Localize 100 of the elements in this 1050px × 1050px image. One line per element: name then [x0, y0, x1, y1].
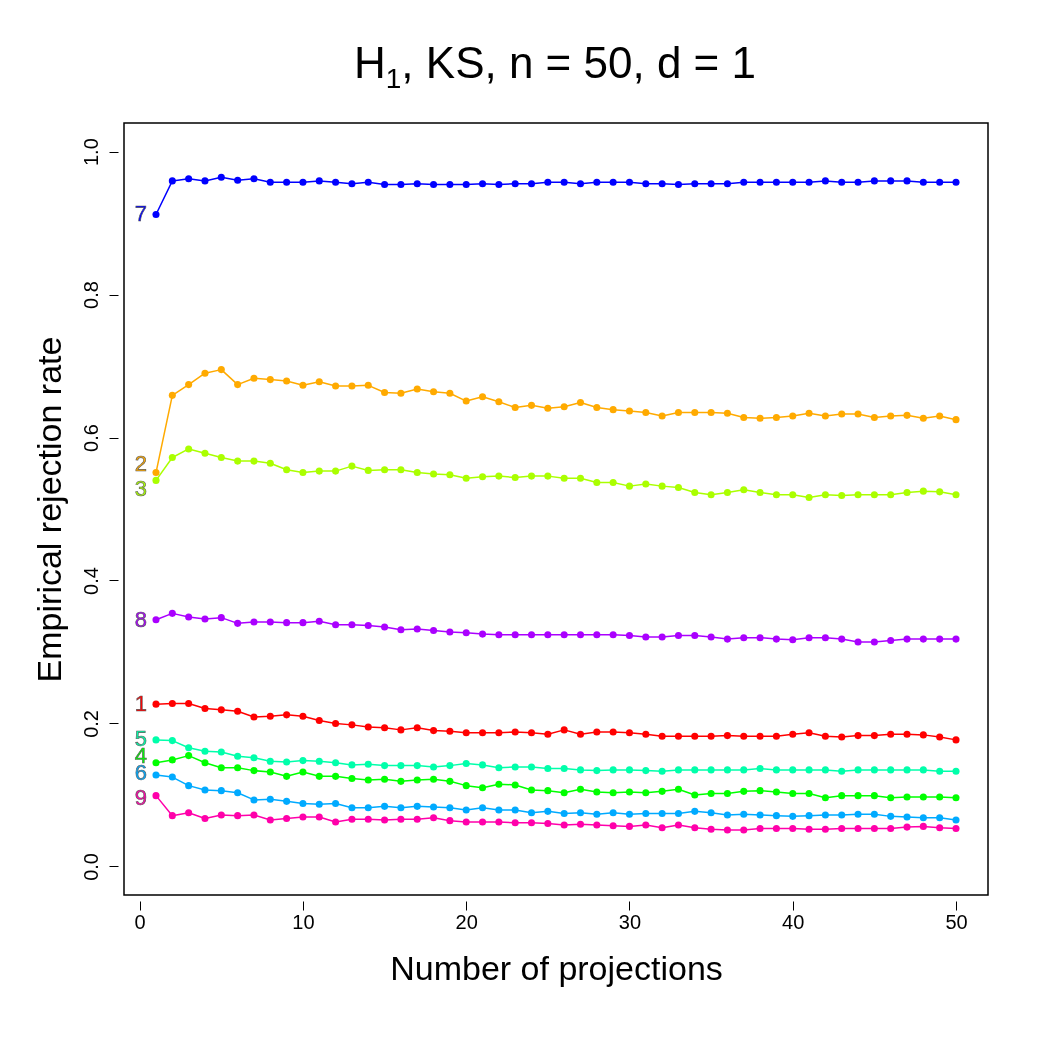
point: [789, 412, 797, 420]
point: [217, 787, 225, 795]
point: [838, 635, 846, 643]
point: [756, 732, 764, 740]
x-tick-label: 40: [782, 910, 805, 933]
point: [348, 721, 356, 729]
point: [266, 178, 274, 186]
point: [707, 809, 715, 817]
point: [250, 754, 258, 762]
point: [674, 180, 682, 188]
point: [446, 471, 454, 479]
point: [462, 806, 470, 814]
point: [952, 178, 960, 186]
point: [919, 822, 927, 830]
point: [315, 617, 323, 625]
point: [234, 176, 242, 184]
point: [527, 401, 536, 409]
point: [201, 786, 209, 794]
point: [854, 178, 862, 186]
point: [152, 469, 160, 477]
point: [740, 413, 748, 422]
point: [234, 789, 242, 797]
point: [936, 814, 944, 822]
point: [887, 177, 895, 185]
point: [952, 767, 960, 775]
point: [691, 180, 699, 188]
point: [315, 378, 323, 386]
point: [478, 729, 487, 737]
point: [691, 631, 699, 640]
point: [642, 809, 650, 818]
point: [821, 177, 829, 185]
point: [821, 634, 829, 642]
point: [397, 466, 405, 474]
point: [478, 393, 487, 401]
point: [511, 806, 519, 814]
point: [332, 759, 340, 767]
point: [609, 406, 617, 414]
point: [250, 618, 258, 626]
point: [381, 180, 389, 188]
point: [495, 780, 503, 788]
point: [772, 824, 780, 833]
point: [821, 794, 829, 802]
point: [707, 789, 715, 798]
point: [462, 729, 470, 737]
point: [413, 815, 421, 823]
point: [217, 706, 225, 714]
point: [707, 732, 715, 740]
point: [952, 794, 960, 802]
point: [838, 824, 846, 833]
point: [250, 767, 258, 775]
chart-title: H$_{1}$, KS, n = 50, d = 1: [352, 38, 757, 95]
point: [462, 818, 470, 826]
point: [348, 382, 356, 390]
point: [772, 812, 780, 820]
point: [234, 812, 242, 820]
point: [854, 792, 862, 800]
point: [283, 619, 291, 627]
point: [674, 732, 682, 740]
point: [413, 762, 421, 770]
point: [511, 763, 519, 771]
point: [919, 814, 927, 822]
point: [299, 768, 307, 776]
point: [740, 486, 748, 494]
point: [658, 412, 666, 420]
point: [756, 178, 764, 186]
point: [348, 774, 356, 783]
point: [674, 785, 682, 793]
point: [642, 789, 650, 797]
point: [903, 793, 911, 801]
y-axis-title: Empirical rejection rate: [29, 336, 68, 683]
point: [397, 180, 405, 188]
point: [430, 180, 438, 188]
point: [723, 732, 731, 740]
point: [903, 177, 911, 185]
point: [756, 787, 764, 795]
point: [756, 634, 764, 642]
point: [576, 474, 585, 482]
point: [740, 826, 748, 834]
point: [364, 621, 372, 630]
point: [397, 804, 405, 812]
point: [903, 766, 911, 774]
point: [936, 793, 944, 801]
point: [544, 178, 552, 186]
x-tick-label: 30: [618, 910, 642, 933]
point: [332, 818, 340, 826]
point: [266, 459, 274, 467]
point: [446, 817, 454, 825]
point: [723, 789, 731, 798]
point: [283, 772, 291, 780]
point: [152, 792, 160, 800]
point: [658, 787, 666, 795]
point: [691, 766, 699, 774]
y-tick-label: 1.0: [79, 138, 102, 166]
point: [593, 178, 601, 186]
point: [462, 782, 470, 790]
point: [430, 388, 438, 396]
point: [152, 759, 160, 767]
point: [952, 816, 960, 824]
point: [756, 764, 764, 773]
point: [364, 804, 372, 812]
